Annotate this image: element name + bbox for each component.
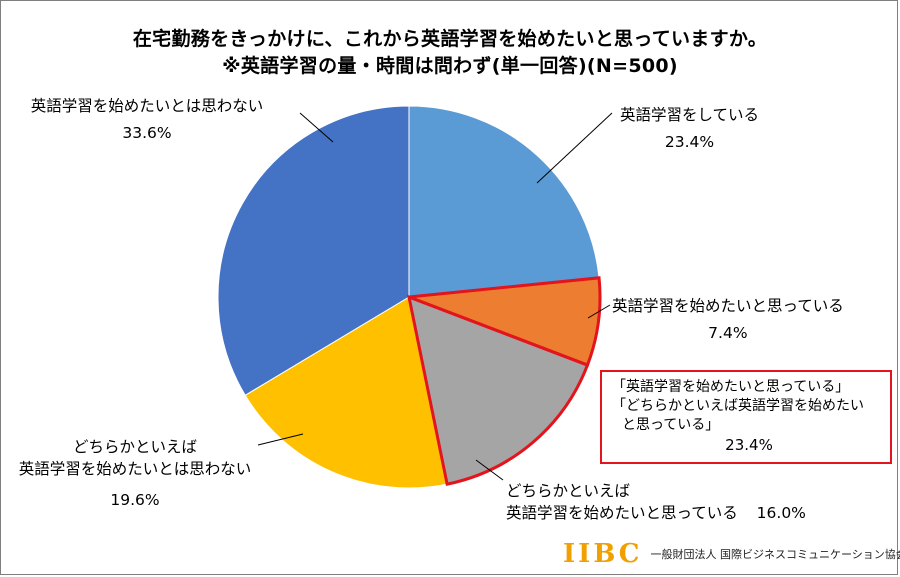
callout-line3: と思っている」: [622, 417, 720, 433]
slice-label-name: 英語学習をしている: [620, 106, 760, 124]
slice-not-want: [217, 105, 410, 396]
slice-label-line2: 英語学習を始めたいとは思わない: [18, 460, 252, 478]
callout-line1: 「英語学習を始めたいと思っている」: [612, 379, 850, 395]
chart-title: 在宅勤務をきっかけに、これから英語学習を始めたいと思っていますか。: [132, 28, 768, 50]
slice-label-studying: 英語学習をしている 23.4%: [620, 104, 759, 153]
slice-label-name: 英語学習を始めたいと思っている: [612, 297, 844, 315]
callout-value: 23.4%: [725, 436, 773, 454]
iibc-logo: IIBC: [563, 539, 643, 569]
leader-line-s4: [299, 112, 334, 143]
slice-label-line2: 英語学習を始めたいと思っている: [506, 504, 738, 522]
slice-label-line1: どちらかといえば: [72, 438, 197, 456]
footer-branding: IIBC 一般財団法人 国際ビジネスコミュニケーション協会: [563, 539, 900, 569]
slice-label-somewhat-want-to-start: どちらかといえば 英語学習を始めたいと思っている 16.0%: [506, 480, 806, 524]
slice-label-somewhat-not: どちらかといえば 英語学習を始めたいとは思わない 19.6%: [4, 436, 266, 511]
slice-label-not-want: 英語学習を始めたいとは思わない 33.6%: [8, 95, 286, 144]
slice-label-value: 33.6%: [122, 124, 172, 142]
leader-line-s2: [475, 459, 504, 481]
leader-line-s1: [587, 304, 611, 319]
slice-label-value: 16.0%: [756, 504, 806, 522]
organization-name: 一般財団法人 国際ビジネスコミュニケーション協会: [650, 548, 900, 561]
slice-highlight-outline: [406, 294, 590, 486]
slice-label-line1: どちらかといえば: [506, 482, 631, 500]
highlight-callout-box: 「英語学習を始めたいと思っている」 「どちらかといえば英語学習を始めたい と思っ…: [600, 370, 892, 464]
slice-label-value: 23.4%: [664, 133, 715, 151]
slice-studying: [408, 105, 600, 298]
chart-subtitle: ※英語学習の量・時間は問わず(単一回答)(N=500): [222, 55, 678, 77]
slice-label-want-to-start: 英語学習を始めたいと思っている 7.4%: [612, 295, 844, 344]
leader-line-s0: [536, 112, 613, 184]
callout-line2: 「どちらかといえば英語学習を始めたい: [612, 398, 864, 414]
slice-somewhat-not: [244, 296, 448, 489]
slice-label-value: 19.6%: [110, 491, 160, 509]
slice-label-name: 英語学習を始めたいとは思わない: [30, 97, 264, 115]
slice-label-value: 7.4%: [708, 324, 748, 342]
leader-line-s3: [257, 433, 304, 446]
